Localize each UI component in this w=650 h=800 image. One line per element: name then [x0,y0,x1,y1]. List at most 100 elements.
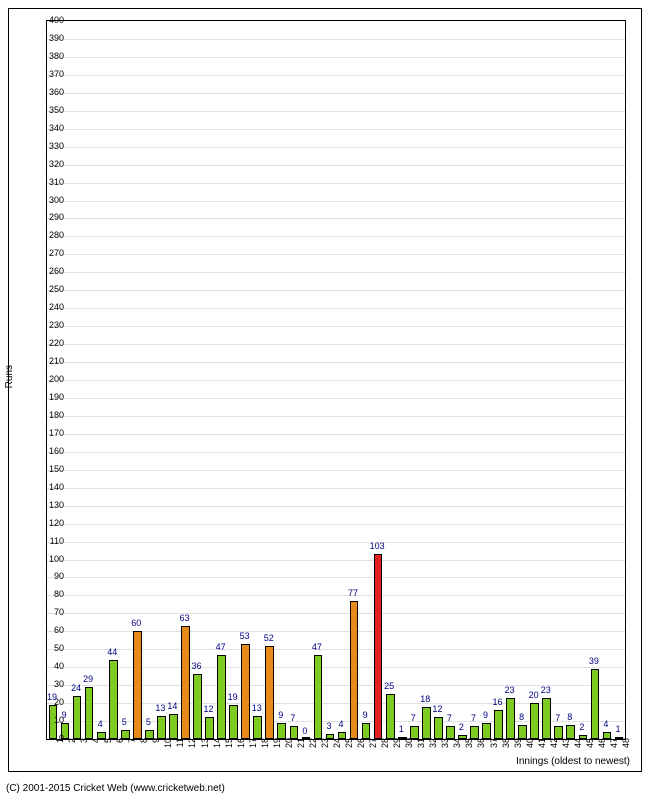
gridline [47,201,625,202]
bar [241,644,250,739]
y-tick-label: 120 [34,518,64,528]
gridline [47,57,625,58]
gridline [47,542,625,543]
x-tick-label: 27 [368,738,378,754]
x-tick-label: 5 [103,738,113,754]
x-tick-label: 41 [537,738,547,754]
y-tick-label: 240 [34,302,64,312]
y-tick-label: 80 [34,589,64,599]
gridline [47,344,625,345]
y-tick-label: 50 [34,643,64,653]
x-tick-label: 28 [380,738,390,754]
bar-value-label: 39 [589,656,599,666]
bar-value-label: 4 [98,719,103,729]
y-axis-label: Runs [4,365,15,388]
bar-value-label: 16 [493,697,503,707]
bar [506,698,515,739]
y-tick-label: 30 [34,679,64,689]
gridline [47,129,625,130]
bar [265,646,274,739]
bar-value-label: 52 [264,633,274,643]
gridline [47,613,625,614]
gridline [47,470,625,471]
gridline [47,254,625,255]
y-tick-label: 360 [34,87,64,97]
bar-value-label: 12 [204,704,214,714]
bar [277,723,286,739]
x-tick-label: 33 [440,738,450,754]
x-tick-label: 15 [224,738,234,754]
y-tick-label: 60 [34,625,64,635]
gridline [47,236,625,237]
x-tick-label: 39 [513,738,523,754]
x-tick-label: 12 [187,738,197,754]
gridline [47,524,625,525]
y-tick-label: 400 [34,15,64,25]
gridline [47,272,625,273]
bar-value-label: 4 [339,719,344,729]
x-tick-label: 17 [248,738,258,754]
x-tick-label: 9 [151,738,161,754]
y-tick-label: 330 [34,141,64,151]
bar-value-label: 2 [579,722,584,732]
x-tick-label: 45 [585,738,595,754]
x-tick-label: 48 [621,738,631,754]
bar-value-label: 9 [363,710,368,720]
y-tick-label: 170 [34,428,64,438]
x-axis-label: Innings (oldest to newest) [516,756,630,767]
gridline [47,434,625,435]
y-tick-label: 380 [34,51,64,61]
x-tick-label: 40 [525,738,535,754]
bar-value-label: 5 [146,717,151,727]
x-tick-label: 21 [296,738,306,754]
bar-value-label: 7 [447,713,452,723]
bar-value-label: 25 [384,681,394,691]
x-tick-label: 6 [115,738,125,754]
gridline [47,577,625,578]
gridline [47,416,625,417]
bar-value-label: 44 [107,647,117,657]
gridline [47,398,625,399]
y-tick-label: 290 [34,212,64,222]
bar-value-label: 19 [47,692,57,702]
bar-value-label: 63 [179,613,189,623]
x-tick-label: 25 [344,738,354,754]
bar [362,723,371,739]
bar [314,655,323,739]
gridline [47,362,625,363]
y-tick-label: 140 [34,482,64,492]
x-tick-label: 10 [163,738,173,754]
bar [494,710,503,739]
bar-value-label: 9 [62,710,67,720]
gridline [47,183,625,184]
bar-value-label: 1 [399,724,404,734]
bar [193,674,202,739]
bar-value-label: 7 [555,713,560,723]
bar-value-label: 23 [505,685,515,695]
bar [157,716,166,739]
bar-value-label: 1 [615,724,620,734]
x-tick-label: 38 [501,738,511,754]
bar-value-label: 24 [71,683,81,693]
y-tick-label: 160 [34,446,64,456]
bar-value-label: 60 [131,618,141,628]
x-tick-label: 35 [464,738,474,754]
bar [374,554,383,739]
x-tick-label: 42 [549,738,559,754]
x-tick-label: 34 [452,738,462,754]
bar-value-label: 7 [290,713,295,723]
bar-value-label: 103 [370,541,385,551]
x-tick-label: 16 [236,738,246,754]
bar-value-label: 12 [432,704,442,714]
gridline [47,93,625,94]
bar-value-label: 47 [312,642,322,652]
bar-value-label: 3 [326,721,331,731]
bar-value-label: 2 [459,722,464,732]
y-tick-label: 350 [34,105,64,115]
gridline [47,560,625,561]
y-tick-label: 40 [34,661,64,671]
bar-value-label: 53 [240,631,250,641]
x-tick-label: 44 [573,738,583,754]
gridline [47,218,625,219]
bar [530,703,539,739]
